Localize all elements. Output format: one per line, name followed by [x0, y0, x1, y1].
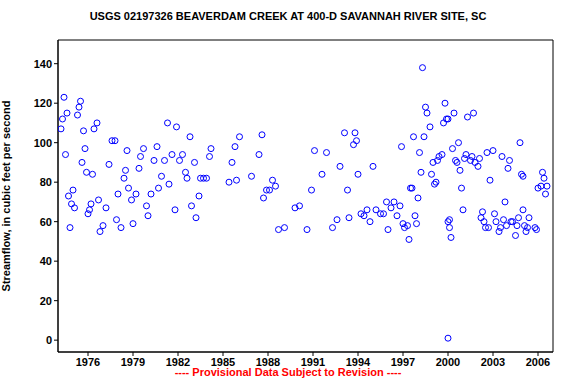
svg-text:1982: 1982	[165, 355, 191, 368]
svg-text:60: 60	[40, 216, 52, 228]
html-text:---- Provisional Data Subject: ---- Provisional Data Subject to Revisio…	[174, 366, 402, 378]
svg-text:2006: 2006	[526, 356, 550, 368]
svg-text:100: 100	[34, 137, 52, 149]
svg-text:1991: 1991	[300, 355, 326, 368]
svg-text:1988: 1988	[255, 355, 281, 368]
svg-text:2000: 2000	[436, 356, 460, 368]
svg-text:0: 0	[46, 334, 52, 346]
svg-text:1985: 1985	[210, 355, 236, 368]
svg-text:80: 80	[40, 176, 52, 188]
svg-text:40: 40	[40, 255, 52, 267]
svg-text:1976: 1976	[76, 356, 100, 368]
svg-text:1979: 1979	[121, 356, 145, 368]
svg-text:1994: 1994	[345, 355, 371, 368]
svg-text:20: 20	[40, 295, 52, 307]
svg-text:1997: 1997	[390, 355, 416, 368]
svg-text:2003: 2003	[481, 356, 505, 368]
svg-text:Streamflow, in cubic feet per: Streamflow, in cubic feet per second	[8, 101, 12, 292]
html-text:USGS 02197326 BEAVERDAM CREEK: USGS 02197326 BEAVERDAM CREEK AT 400-D S…	[89, 10, 487, 22]
svg-text:140: 140	[34, 58, 52, 70]
svg-text:120: 120	[34, 97, 52, 109]
